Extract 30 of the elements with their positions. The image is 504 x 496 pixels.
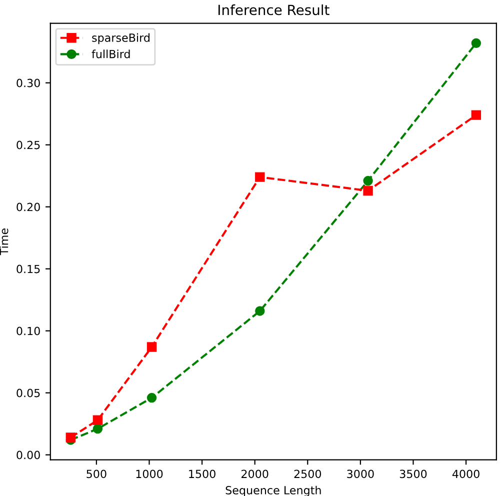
point [146, 392, 157, 403]
y-tick-label: 0.30 [16, 78, 40, 88]
point [92, 415, 103, 425]
point [92, 424, 103, 434]
y-tick-label: 0.25 [16, 140, 40, 150]
x-tick-label: 1000 [136, 470, 163, 478]
chart-title: Inference Result [218, 4, 330, 16]
y-tick-label: 0.05 [16, 388, 40, 398]
point [146, 342, 157, 352]
y-tick-label: 0.10 [16, 326, 40, 336]
x-tick-label: 1500 [189, 470, 216, 478]
point [66, 432, 76, 442]
x-tick-label: 3000 [347, 470, 374, 478]
y-tick-label: 0.15 [16, 264, 40, 274]
x-tick-label: 2000 [242, 470, 268, 478]
y-tick-label: 0.00 [16, 450, 40, 460]
legend-label: sparseBird [92, 33, 150, 44]
x-tick-label: 500 [86, 470, 106, 478]
point [363, 176, 373, 186]
x-tick-label: 3500 [400, 470, 427, 478]
x-tick-label: 2500 [294, 470, 322, 478]
point [471, 110, 482, 120]
x-tick-label: 4000 [452, 470, 480, 478]
point [255, 306, 265, 316]
y-axis-title: Time [0, 228, 8, 256]
legend-label: fullBird [92, 50, 130, 58]
point [363, 186, 373, 196]
point [471, 38, 482, 48]
y-tick-label: 0.20 [16, 202, 40, 212]
point [255, 172, 265, 182]
